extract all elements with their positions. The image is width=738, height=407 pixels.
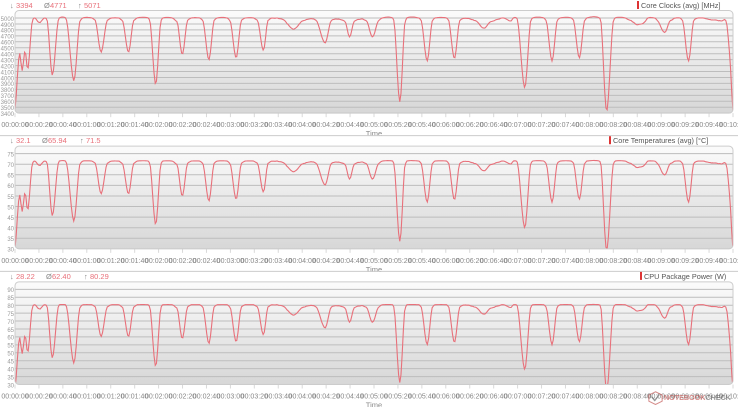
svg-text:40: 40	[7, 226, 14, 232]
svg-text:30: 30	[7, 383, 14, 389]
svg-text:Time: Time	[366, 401, 382, 407]
svg-text:40: 40	[7, 367, 14, 373]
svg-text:80.29: 80.29	[90, 272, 109, 281]
svg-text:↓: ↓	[10, 272, 14, 281]
svg-text:30: 30	[7, 248, 14, 254]
svg-text:CPU Package Power (W): CPU Package Power (W)	[644, 272, 726, 281]
svg-text:↑: ↑	[78, 1, 82, 10]
svg-text:00:10:00: 00:10:00	[719, 122, 738, 129]
svg-text:65: 65	[7, 328, 14, 334]
svg-text:55: 55	[7, 344, 14, 350]
svg-text:35: 35	[7, 375, 14, 381]
svg-text:90: 90	[7, 288, 14, 294]
svg-text:55: 55	[7, 195, 14, 201]
svg-text:↓: ↓	[10, 1, 14, 10]
svg-text:60: 60	[7, 184, 14, 190]
svg-text:71.5: 71.5	[86, 136, 101, 145]
svg-text:28.22: 28.22	[16, 272, 35, 281]
svg-text:65: 65	[7, 174, 14, 180]
svg-text:62.40: 62.40	[52, 272, 71, 281]
svg-text:35: 35	[7, 237, 14, 243]
svg-text:3400: 3400	[1, 112, 15, 118]
svg-text:85: 85	[7, 296, 14, 302]
svg-text:70: 70	[7, 163, 14, 169]
svg-text:70: 70	[7, 320, 14, 326]
svg-text:60: 60	[7, 336, 14, 342]
svg-text:00:10:00: 00:10:00	[719, 258, 738, 265]
svg-text:50: 50	[7, 352, 14, 358]
svg-text:32.1: 32.1	[16, 136, 31, 145]
svg-text:50: 50	[7, 205, 14, 211]
svg-text:75: 75	[7, 152, 14, 158]
svg-text:Core Temperatures (avg) [°C]: Core Temperatures (avg) [°C]	[613, 136, 708, 145]
svg-text:5071: 5071	[84, 1, 101, 10]
svg-text:80: 80	[7, 304, 14, 310]
svg-text:Time: Time	[366, 265, 382, 274]
svg-text:↑: ↑	[80, 136, 84, 145]
svg-text:↑: ↑	[84, 272, 88, 281]
svg-text:4771: 4771	[50, 1, 67, 10]
svg-text:75: 75	[7, 312, 14, 318]
svg-text:45: 45	[7, 216, 14, 222]
svg-text:Time: Time	[366, 129, 382, 138]
svg-text:Core Clocks (avg) [MHz]: Core Clocks (avg) [MHz]	[641, 1, 720, 10]
svg-text:3394: 3394	[16, 1, 33, 10]
svg-text:65.94: 65.94	[48, 136, 67, 145]
svg-text:↓: ↓	[10, 136, 14, 145]
svg-text:45: 45	[7, 360, 14, 366]
